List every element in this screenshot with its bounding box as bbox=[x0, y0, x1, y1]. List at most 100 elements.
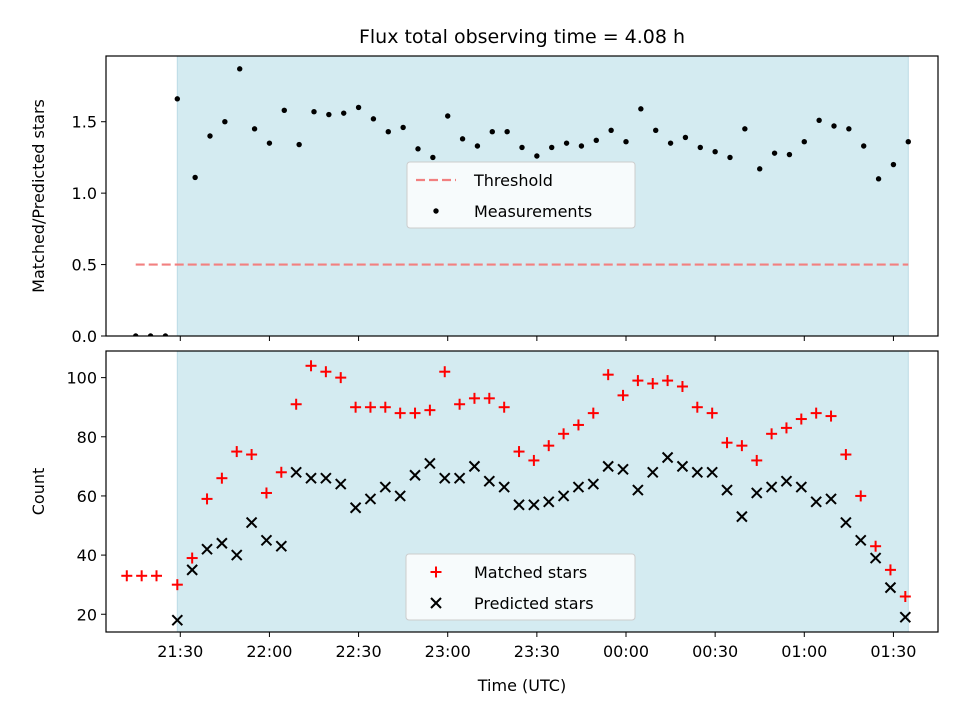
measurement-point bbox=[326, 111, 332, 118]
matched-star-point bbox=[290, 398, 302, 410]
predicted-star-point bbox=[335, 478, 347, 490]
y-axis-label: Count bbox=[29, 468, 48, 516]
matched-star-point bbox=[751, 454, 763, 466]
legend-threshold-label: Threshold bbox=[473, 171, 553, 190]
matched-star-point bbox=[825, 410, 837, 422]
legend-matched-label: Matched stars bbox=[474, 563, 587, 582]
matched-star-point bbox=[483, 392, 495, 404]
measurement-point bbox=[237, 66, 243, 72]
predicted-star-point bbox=[245, 516, 258, 529]
predicted-star-point bbox=[647, 466, 659, 478]
predicted-star-point bbox=[869, 552, 882, 564]
predicted-star-point bbox=[231, 549, 243, 561]
x-tick-label: 23:30 bbox=[514, 642, 560, 661]
predicted-star-point bbox=[810, 496, 822, 508]
matched-star-point bbox=[394, 407, 406, 419]
matched-star-point bbox=[558, 428, 570, 440]
matched-star-point bbox=[171, 579, 183, 591]
matched-star-point bbox=[691, 401, 703, 413]
measurement-point bbox=[608, 127, 614, 133]
matched-star-point bbox=[513, 446, 525, 458]
measurement-point bbox=[400, 124, 406, 131]
predicted-star-point bbox=[379, 481, 392, 493]
y-tick-label: 60 bbox=[77, 487, 97, 506]
matched-star-point bbox=[899, 591, 911, 603]
matched-star-point bbox=[350, 401, 362, 413]
predicted-star-point bbox=[201, 543, 213, 555]
y-tick-label: 100 bbox=[66, 369, 97, 388]
legend-predicted-swatch bbox=[430, 597, 442, 609]
predicted-star-point bbox=[320, 472, 332, 484]
matched-star-point bbox=[528, 454, 540, 466]
matched-star-point bbox=[121, 570, 133, 582]
predicted-star-point bbox=[275, 540, 288, 552]
plot-area bbox=[133, 66, 911, 336]
matched-star-point bbox=[721, 437, 733, 449]
matched-star-point bbox=[840, 449, 852, 461]
predicted-star-point bbox=[498, 481, 510, 493]
x-tick-label: 01:00 bbox=[781, 642, 827, 661]
predicted-star-point bbox=[602, 460, 614, 473]
measurement-point bbox=[890, 161, 897, 168]
measurement-point bbox=[370, 116, 377, 122]
predicted-star-point bbox=[676, 460, 689, 473]
predicted-star-point bbox=[468, 460, 481, 473]
axes-frame bbox=[105, 55, 939, 337]
measurement-point bbox=[207, 133, 213, 139]
measurement-point bbox=[311, 109, 317, 115]
matched-star-point bbox=[379, 401, 391, 413]
measurement-point bbox=[861, 143, 867, 149]
matched-star-point bbox=[424, 404, 436, 416]
measurement-point bbox=[831, 123, 837, 129]
measurement-point bbox=[593, 137, 599, 143]
matched-star-point bbox=[335, 372, 347, 384]
predicted-star-point bbox=[736, 510, 748, 523]
matched-star-point bbox=[632, 375, 644, 387]
measurement-point bbox=[712, 149, 718, 155]
axes-frame bbox=[105, 350, 939, 633]
measurement-point bbox=[445, 113, 451, 119]
matched-star-point bbox=[572, 419, 584, 431]
x-tick-label: 21:30 bbox=[157, 642, 203, 661]
predicted-star-point bbox=[557, 490, 570, 502]
predicted-star-point bbox=[171, 614, 184, 626]
matched-star-point bbox=[498, 401, 510, 413]
measurement-point bbox=[355, 104, 362, 111]
plot-area bbox=[121, 360, 912, 626]
measurement-point bbox=[771, 150, 778, 156]
predicted-star-point bbox=[394, 490, 406, 502]
predicted-star-point bbox=[765, 481, 778, 493]
measurement-point bbox=[489, 129, 495, 135]
matched-star-point bbox=[216, 472, 228, 484]
matched-star-point bbox=[246, 449, 258, 461]
predicted-star-point bbox=[617, 463, 629, 476]
legend-box bbox=[405, 553, 636, 621]
measurement-point bbox=[742, 126, 748, 132]
measurement-point bbox=[281, 107, 287, 113]
measurement-point bbox=[192, 174, 198, 181]
y-tick-label: 1.5 bbox=[72, 113, 97, 132]
predicted-star-point bbox=[825, 493, 837, 505]
y-tick-label: 0.5 bbox=[72, 256, 97, 275]
predicted-star-point bbox=[186, 564, 198, 576]
predicted-star-point bbox=[572, 481, 585, 493]
predicted-star-point bbox=[840, 516, 852, 529]
measurement-point bbox=[415, 146, 421, 152]
matched-star-point bbox=[151, 570, 163, 582]
matched-star-point bbox=[454, 398, 466, 410]
measurement-point bbox=[133, 333, 139, 336]
legend-box bbox=[406, 161, 636, 229]
matched-star-point bbox=[766, 428, 778, 440]
matched-star-point bbox=[364, 401, 376, 413]
predicted-star-point bbox=[706, 466, 718, 478]
y-axis-label: Matched/Predicted stars bbox=[29, 99, 48, 293]
measurement-point bbox=[875, 176, 882, 182]
measurement-point bbox=[638, 106, 644, 112]
measurement-point bbox=[251, 126, 258, 132]
measurement-point bbox=[534, 153, 540, 159]
y-tick-label: 0.0 bbox=[72, 327, 97, 346]
matched-star-point bbox=[439, 366, 451, 378]
measurement-point bbox=[174, 96, 181, 102]
matched-star-point bbox=[810, 407, 822, 419]
